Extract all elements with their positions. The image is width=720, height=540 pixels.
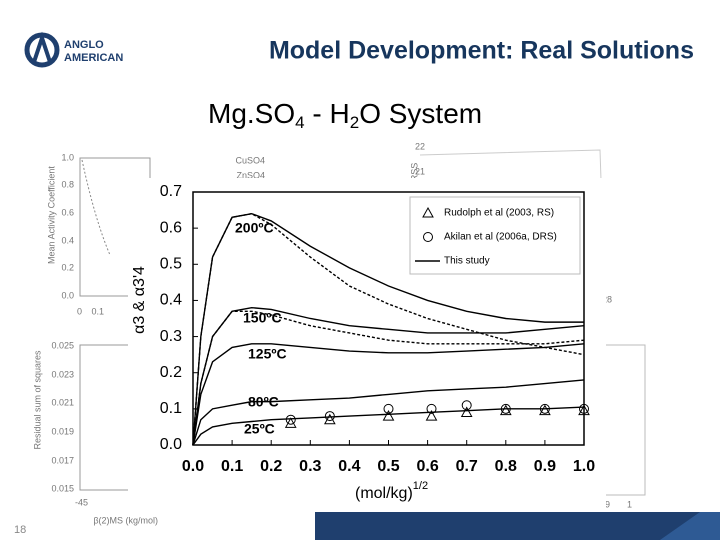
background-label: 0.023 [51,369,74,379]
y-tick-label: 0.3 [160,328,182,345]
x-tick-label: 0.6 [416,458,438,475]
subtitle-part: - H [305,98,350,129]
background-label: ZnSO4 [236,170,265,180]
circle-point [324,411,335,422]
triangle-point [425,410,438,421]
y-tick-label: 0.4 [160,292,182,309]
background-label: 28 [602,294,612,304]
slide-number: 18 [14,524,26,536]
logo: ANGLO AMERICAN [24,31,123,68]
circle-point [579,403,589,414]
background-label: 0.021 [51,397,74,407]
curve-label: 125ºC [248,346,287,362]
x-tick-label: 1.0 [573,458,595,475]
x-axis-label-part: (mol/kg) [355,485,413,502]
background-label: CuSO4 [235,155,265,165]
x-tick-label: 0.5 [377,458,399,475]
background-label: 0.6 [61,207,74,217]
bg-curve [81,159,111,256]
triangle-point [382,410,395,421]
logo-mark [32,31,52,63]
background-label: 0.019 [51,426,74,436]
y-tick-label: 0.6 [160,219,182,236]
x-tick-label: 0.2 [260,458,282,475]
x-tick-label: 0.7 [456,458,478,475]
background-charts: Mean Activity Coefficient 1.0 0.8 0.6 0.4 0.2… [32,141,646,525]
legend-label: Rudolph et al (2003, RS) [444,208,554,219]
x-tick-label: 0.1 [221,458,243,475]
background-label: RSS [409,163,419,182]
background-label: Mean Activity Coefficient [46,166,56,264]
background-label: 21 [415,166,425,176]
circle-point [539,403,550,414]
triangle-point [284,417,297,428]
footer-accent [660,512,720,540]
circle-point [461,400,472,411]
x-tick-label: 0.8 [495,458,517,475]
background-label: 0.017 [51,455,74,465]
background-label: 0 [77,306,82,316]
legend-label: Akilan et al (2006a, DRS) [444,232,557,243]
series-line [192,406,585,446]
circle-point [285,414,296,425]
footer-bar [315,512,720,540]
slide-subtitle: Mg.SO4 - H2O System [208,98,482,132]
legend-label: This study [444,256,490,267]
background-label: Residual sum of squares [32,350,42,450]
background-label: 0.8 [61,179,74,189]
curve-label: 150ºC [243,310,282,326]
y-axis-label: α3 & α3'4 [131,266,148,334]
y-tick-label: 0.1 [160,400,182,417]
triangle-point [499,404,512,416]
bg-frame [599,344,646,496]
y-tick-label: 0.2 [160,364,182,381]
triangle-point [578,404,590,416]
x-tick-label: 0.3 [299,458,321,475]
background-label: 0.025 [51,340,74,350]
subtitle-part: 2 [350,113,359,132]
background-label: 0.015 [51,483,74,493]
x-tick-label: 0.9 [534,458,556,475]
background-label: 22 [415,141,425,151]
curve-label: 25ºC [244,421,275,437]
y-tick-label: 0.0 [160,436,182,453]
curve-label: 200ºC [235,220,274,236]
background-label: 1.0 [61,152,74,162]
subtitle-part: Mg.SO [208,98,295,129]
x-tick-label: 0.4 [338,458,360,475]
triangle-point [539,404,551,416]
circle-point [500,403,511,414]
slide-title: Model Development: Real Solutions [269,37,694,65]
background-label: -45 [75,497,88,507]
series-line [192,379,585,446]
circle-point [423,232,433,242]
series-line [192,343,585,446]
y-tick-label: 0.7 [160,183,182,200]
x-axis-label: (mol/kg)1/2 [355,480,428,502]
triangle-point [324,413,336,425]
triangle-point [422,206,434,218]
background-label: 0.4 [61,235,74,245]
circle-point [383,403,394,414]
triangle-point [460,406,473,417]
logo-text: ANGLO [64,39,104,51]
series-line [192,212,585,446]
x-tick-label: 0.0 [182,458,204,475]
background-label: β(2)MS (kg/mol) [93,515,158,525]
background-label: 1 [627,499,632,509]
subtitle-part: O System [359,98,482,129]
background-label: 0.1 [91,306,104,316]
chart: 0.0 0.1 0.2 0.3 0.4 0.5 0.6 0.7 0.8 0.9 1.0 0.0 0.1 0… [131,183,595,502]
curve-label: 80ºC [248,394,279,410]
logo-text: AMERICAN [64,52,123,64]
series-line [192,310,585,446]
x-axis-label-part: 1/2 [413,480,428,492]
subtitle-part: 4 [295,113,304,132]
y-tick-label: 0.5 [160,256,182,273]
background-label: 0.2 [61,262,74,272]
background-label: 0.0 [61,290,74,300]
circle-point [426,403,437,414]
